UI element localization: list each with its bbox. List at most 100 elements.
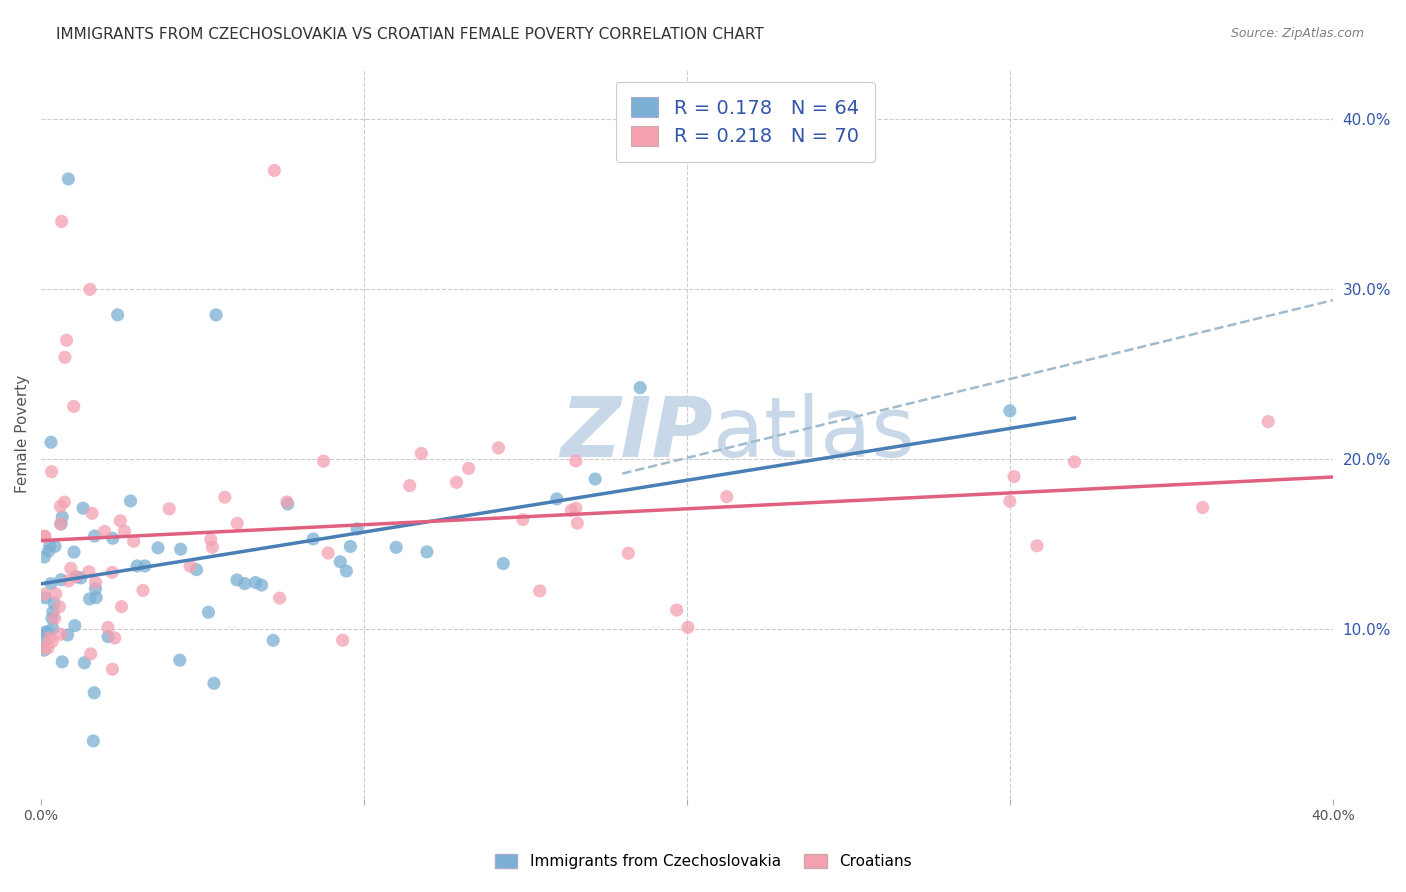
Point	[488, 441, 510, 455]
Point	[101, 531, 124, 545]
Point	[51, 573, 73, 587]
Point	[51, 214, 73, 228]
Point	[56, 628, 79, 642]
Point	[186, 563, 208, 577]
Point	[385, 541, 408, 555]
Y-axis label: Female Poverty: Female Poverty	[15, 375, 30, 493]
Point	[79, 591, 101, 606]
Point	[560, 503, 582, 517]
Point	[197, 605, 219, 619]
Point	[93, 524, 115, 539]
Text: IMMIGRANTS FROM CZECHOSLOVAKIA VS CROATIAN FEMALE POVERTY CORRELATION CHART: IMMIGRANTS FROM CZECHOSLOVAKIA VS CROATI…	[56, 27, 763, 42]
Point	[69, 571, 91, 585]
Point	[34, 640, 56, 655]
Point	[567, 516, 589, 530]
Point	[316, 546, 339, 560]
Point	[83, 529, 105, 543]
Point	[34, 625, 56, 640]
Point	[179, 559, 201, 574]
Point	[226, 516, 249, 531]
Point	[44, 611, 66, 625]
Point	[269, 591, 291, 605]
Point	[63, 545, 86, 559]
Point	[276, 495, 298, 509]
Point	[512, 512, 534, 526]
Point	[44, 540, 66, 554]
Point	[446, 475, 468, 490]
Point	[107, 308, 129, 322]
Point	[77, 565, 100, 579]
Point	[48, 599, 70, 614]
Point	[58, 172, 80, 186]
Text: ZIP: ZIP	[560, 393, 713, 475]
Point	[101, 662, 124, 676]
Point	[312, 454, 335, 468]
Point	[42, 605, 65, 619]
Point	[998, 494, 1021, 508]
Point	[34, 643, 56, 657]
Point	[53, 495, 76, 509]
Point	[127, 559, 149, 574]
Point	[34, 529, 56, 543]
Point	[97, 630, 120, 644]
Point	[39, 435, 62, 450]
Point	[83, 686, 105, 700]
Point	[62, 400, 84, 414]
Point	[97, 620, 120, 634]
Point	[49, 627, 72, 641]
Point	[114, 524, 136, 539]
Point	[416, 545, 439, 559]
Point	[34, 591, 56, 605]
Point	[65, 570, 87, 584]
Point	[134, 559, 156, 574]
Point	[529, 583, 551, 598]
Point	[34, 634, 56, 648]
Point	[329, 555, 352, 569]
Point	[226, 573, 249, 587]
Point	[65, 570, 87, 584]
Point	[38, 544, 60, 558]
Point	[546, 491, 568, 506]
Point	[34, 587, 56, 601]
Point	[245, 575, 267, 590]
Point	[205, 308, 228, 322]
Point	[41, 634, 63, 648]
Point	[492, 557, 515, 571]
Point	[277, 497, 299, 511]
Point	[233, 576, 256, 591]
Point	[84, 582, 107, 596]
Point	[1257, 415, 1279, 429]
Point	[110, 514, 132, 528]
Point	[53, 351, 76, 365]
Point	[49, 516, 72, 531]
Point	[49, 516, 72, 531]
Point	[565, 454, 588, 468]
Point	[101, 566, 124, 580]
Point	[42, 596, 65, 610]
Point	[628, 381, 651, 395]
Point	[41, 465, 63, 479]
Point	[80, 506, 103, 520]
Point	[38, 631, 60, 645]
Point	[214, 490, 236, 504]
Point	[565, 501, 588, 516]
Point	[120, 494, 142, 508]
Point	[38, 539, 60, 553]
Point	[665, 603, 688, 617]
Point	[617, 546, 640, 560]
Point	[82, 734, 104, 748]
Point	[41, 611, 63, 625]
Point	[49, 500, 72, 514]
Text: atlas: atlas	[713, 393, 914, 475]
Point	[202, 676, 225, 690]
Point	[104, 631, 127, 645]
Point	[398, 478, 420, 492]
Point	[716, 490, 738, 504]
Point	[339, 540, 361, 554]
Point	[1063, 455, 1085, 469]
Point	[35, 624, 58, 639]
Point	[55, 334, 77, 348]
Point	[34, 549, 56, 564]
Point	[39, 576, 62, 591]
Point	[34, 530, 56, 544]
